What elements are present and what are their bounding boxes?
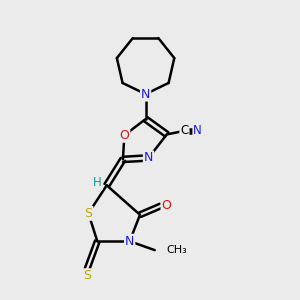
Text: C: C bbox=[180, 124, 189, 137]
Text: H: H bbox=[93, 176, 102, 190]
Text: S: S bbox=[83, 269, 91, 282]
Text: S: S bbox=[85, 207, 92, 220]
Text: CH₃: CH₃ bbox=[166, 245, 187, 255]
Text: O: O bbox=[119, 129, 129, 142]
Text: N: N bbox=[144, 152, 153, 164]
Text: O: O bbox=[162, 200, 171, 212]
Text: N: N bbox=[141, 88, 150, 100]
Text: N: N bbox=[125, 235, 134, 248]
Text: N: N bbox=[193, 124, 202, 137]
